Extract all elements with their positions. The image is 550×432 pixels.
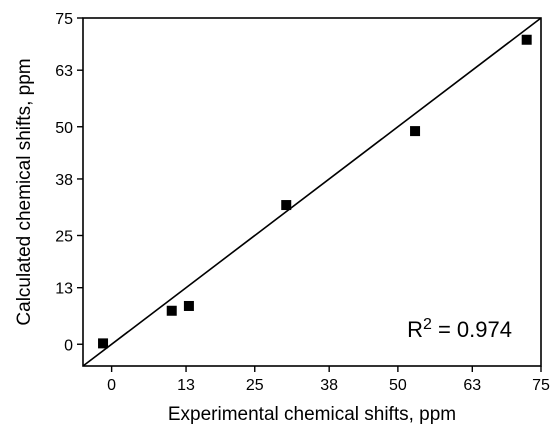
y-tick-label: 0	[64, 337, 73, 354]
y-tick-label: 50	[55, 120, 73, 137]
data-point-4	[281, 200, 292, 211]
x-tick-label: 50	[389, 377, 407, 394]
data-point-6	[521, 34, 532, 45]
data-point-5	[410, 126, 421, 137]
y-axis-title: Calculated chemical shifts, ppm	[14, 58, 35, 325]
data-point-3	[183, 300, 194, 311]
y-tick-label: 75	[55, 11, 73, 28]
y-tick-label: 63	[55, 63, 73, 80]
y-tick-label: 38	[55, 172, 73, 189]
reference-line	[82, 17, 542, 367]
ticks-layer: 0 13 25 38 50 63 75 0 13 25 38 50 63 75	[55, 11, 550, 394]
x-tick-label: 0	[107, 377, 116, 394]
r-squared-value: = 0.974	[432, 317, 512, 342]
y-tick-label: 25	[55, 229, 73, 246]
x-tick-label: 13	[177, 377, 195, 394]
plot-frame	[82, 17, 542, 367]
x-tick-label: 63	[463, 377, 481, 394]
x-tick-label: 75	[532, 377, 550, 394]
data-point-2	[166, 305, 177, 316]
data-point-1	[98, 338, 109, 349]
x-axis-title: Experimental chemical shifts, ppm	[168, 404, 456, 425]
r-squared-base: R	[407, 317, 423, 342]
y-tick-label: 13	[55, 281, 73, 298]
x-tick-label: 38	[320, 377, 338, 394]
points-layer	[98, 34, 532, 349]
x-tick-label: 25	[246, 377, 264, 394]
r-squared-sup: 2	[423, 316, 432, 333]
r-squared-annotation: R2 = 0.974	[407, 316, 512, 343]
